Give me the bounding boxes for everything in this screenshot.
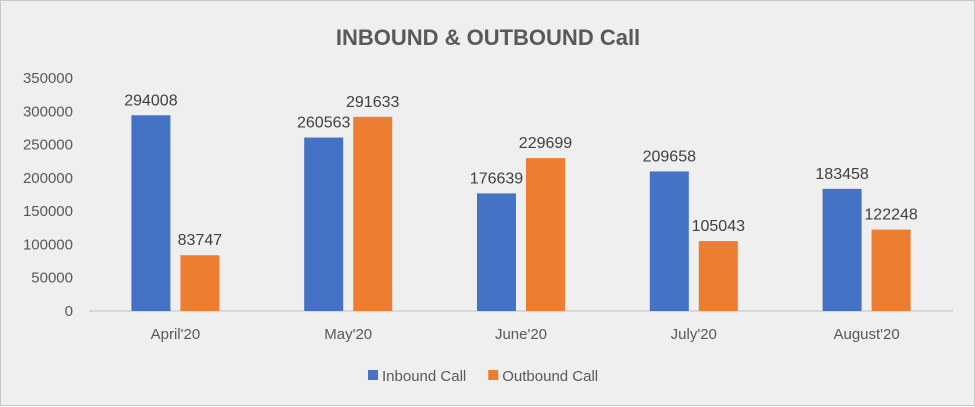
y-tick-label: 250000: [23, 137, 73, 154]
y-tick-label: 50000: [31, 270, 73, 287]
bar-inbound-call: [131, 115, 171, 311]
bar-outbound-call: [526, 158, 565, 311]
y-tick-label: 0: [65, 303, 73, 320]
bar-inbound-call: [304, 137, 344, 311]
y-tick-label: 150000: [23, 203, 73, 220]
y-tick-label: 350000: [23, 70, 73, 87]
bar-outbound-call: [180, 255, 220, 311]
bar-outbound-call: [871, 229, 911, 311]
legend-label: Inbound Call: [382, 368, 466, 385]
y-tick-label: 300000: [23, 103, 73, 120]
y-tick-label: 100000: [23, 236, 73, 253]
data-label: 105043: [692, 218, 745, 235]
data-label: 122248: [864, 207, 917, 224]
data-label: 83747: [178, 232, 223, 249]
x-tick-label: August'20: [833, 326, 899, 343]
x-tick-label: June'20: [495, 326, 547, 343]
data-label: 260563: [297, 115, 350, 132]
y-tick-label: 200000: [23, 170, 73, 187]
x-tick-label: July'20: [671, 326, 717, 343]
bar-outbound-call: [698, 241, 738, 311]
data-label: 209658: [643, 148, 696, 165]
bar-outbound-call: [353, 116, 393, 311]
data-label: 229699: [519, 135, 572, 152]
chart-title: INBOUND & OUTBOUND Call: [336, 25, 640, 50]
x-tick-label: April'20: [151, 326, 201, 343]
bar-inbound-call: [477, 193, 516, 311]
legend-label: Outbound Call: [502, 368, 598, 385]
legend-swatch: [368, 370, 378, 380]
x-tick-label: May'20: [324, 326, 372, 343]
bar-inbound-call: [649, 171, 689, 311]
legend-swatch: [488, 370, 499, 380]
data-label: 291633: [346, 94, 399, 111]
data-label: 183458: [815, 166, 868, 183]
data-label: 294008: [124, 92, 177, 109]
data-label: 176639: [470, 170, 523, 187]
bar-inbound-call: [822, 188, 862, 311]
